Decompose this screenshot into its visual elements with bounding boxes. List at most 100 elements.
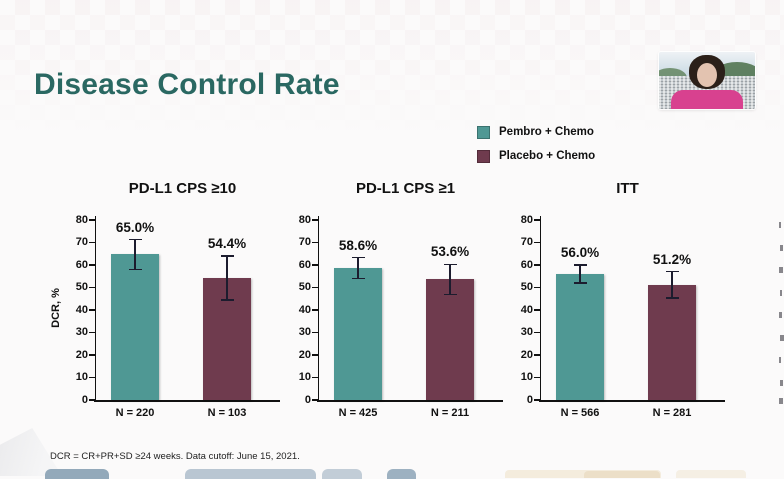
y-tick-label: 30 [298, 326, 311, 338]
x-axis-line [94, 400, 280, 402]
error-bar-line [579, 264, 581, 284]
y-tick-label: 70 [298, 236, 311, 248]
y-tick-label: 60 [298, 258, 311, 271]
y-tick-mark [89, 354, 95, 356]
error-bar-cap-bottom [220, 299, 234, 301]
edge-fragment [780, 335, 784, 341]
y-tick-mark [534, 399, 540, 401]
y-tick-mark [312, 219, 318, 221]
error-bar-cap-top [128, 238, 142, 241]
chart-title: PD-L1 CPS ≥1 [355, 180, 456, 197]
y-tick-mark [312, 354, 318, 356]
presenter-video-thumbnail[interactable] [659, 52, 755, 109]
bar-n-label: N = 211 [430, 407, 470, 419]
y-tick-label: 70 [75, 236, 88, 248]
edge-fragment [779, 267, 783, 273]
bar-value-label: 58.6% [338, 237, 378, 253]
y-tick-label: 80 [75, 213, 88, 226]
y-tick-label: 0 [81, 393, 88, 406]
chart-title: ITT [616, 180, 639, 197]
y-tick-label: 40 [520, 303, 533, 316]
y-tick-mark [89, 331, 95, 334]
y-tick-mark [312, 376, 318, 379]
bar-value-label: 56.0% [560, 244, 600, 260]
y-tick-label: 60 [75, 258, 88, 271]
y-tick-mark [312, 331, 318, 334]
edge-fragment [780, 245, 783, 251]
error-bar-line [134, 239, 136, 270]
cropped-pill-2 [185, 469, 316, 479]
bar-chart-cps1: PD-L1 CPS ≥1 0 10 20 30 40 50 60 70 80 58.6% N = 42… [253, 178, 513, 432]
y-tick-label: 10 [298, 371, 311, 383]
legend-swatch-placebo [477, 149, 490, 163]
presenter-face [697, 63, 717, 87]
x-axis-line [539, 400, 725, 402]
bar-chart-itt: ITT 0 10 20 30 40 50 60 70 80 56.0% N = 566 51.2% N =… [475, 178, 735, 432]
y-tick-label: 50 [75, 281, 88, 293]
bar-pembro [111, 253, 159, 400]
y-tick-label: 30 [75, 326, 88, 338]
y-tick-mark [89, 264, 95, 266]
edge-fragment [780, 380, 783, 386]
y-tick-label: 80 [298, 213, 311, 226]
page-title: Disease Control Rate [34, 68, 340, 101]
y-tick-label: 10 [520, 371, 533, 383]
y-tick-mark [89, 241, 95, 244]
bar-placebo [648, 284, 696, 400]
y-tick-label: 0 [304, 393, 311, 406]
y-tick-label: 20 [298, 348, 311, 361]
y-tick-mark [534, 376, 540, 379]
error-bar-cap-top [220, 255, 234, 257]
y-tick-mark [312, 286, 318, 289]
cropped-pill-1 [45, 469, 109, 479]
y-axis-line [539, 216, 541, 401]
y-tick-label: 50 [520, 281, 533, 293]
error-bar-cap-bottom [128, 268, 142, 271]
y-tick-mark [312, 264, 318, 266]
error-bar-line [449, 264, 451, 295]
bar-pembro [556, 274, 604, 400]
y-tick-mark [534, 286, 540, 289]
y-tick-label: 20 [520, 348, 533, 361]
presenter-pink-top [671, 90, 743, 109]
bar-n-label: N = 425 [338, 407, 378, 419]
y-tick-label: 10 [75, 371, 88, 383]
legend-swatch-pembro [477, 125, 490, 139]
x-axis-line [317, 400, 503, 402]
y-tick-label: 70 [520, 236, 533, 248]
legend-item-placebo: Placebo + Chemo [477, 144, 595, 168]
y-tick-mark [312, 309, 318, 311]
legend-item-pembro: Pembro + Chemo [477, 120, 595, 144]
y-tick-mark [89, 286, 95, 289]
y-tick-mark [89, 376, 95, 379]
bar-value-label: 51.2% [652, 251, 692, 267]
background-pattern-fade [0, 0, 784, 140]
bar-value-label: 65.0% [115, 219, 155, 235]
y-tick-mark [534, 264, 540, 266]
error-bar-line [671, 271, 673, 299]
error-bar-cap-bottom [573, 282, 587, 284]
bar-n-label: N = 566 [560, 407, 600, 419]
error-bar-cap-top [665, 270, 679, 273]
edge-fragment [779, 312, 782, 318]
y-tick-mark [534, 241, 540, 244]
bar-n-label: N = 103 [207, 407, 247, 419]
error-bar-cap-bottom [443, 293, 457, 296]
footnote: DCR = CR+PR+SD ≥24 weeks. Data cutoff: J… [50, 451, 300, 462]
cropped-pill-5 [505, 470, 661, 478]
error-bar-cap-top [573, 264, 587, 266]
y-tick-mark [534, 354, 540, 356]
y-tick-mark [312, 399, 318, 401]
legend-label-pembro: Pembro + Chemo [499, 126, 594, 138]
error-bar-cap-top [443, 263, 457, 266]
y-tick-mark [534, 219, 540, 221]
y-tick-label: 0 [526, 393, 533, 406]
error-bar-cap-bottom [665, 297, 679, 299]
bar-chart-cps10: PD-L1 CPS ≥10 DCR, % 0 10 20 30 40 50 60 70 80 65.0… [30, 178, 290, 432]
y-axis-line [317, 216, 319, 401]
cropped-pill-4 [387, 469, 416, 479]
y-tick-label: 20 [75, 348, 88, 361]
y-tick-mark [89, 309, 95, 311]
error-bar-cap-top [351, 256, 365, 259]
y-tick-mark [89, 399, 95, 401]
